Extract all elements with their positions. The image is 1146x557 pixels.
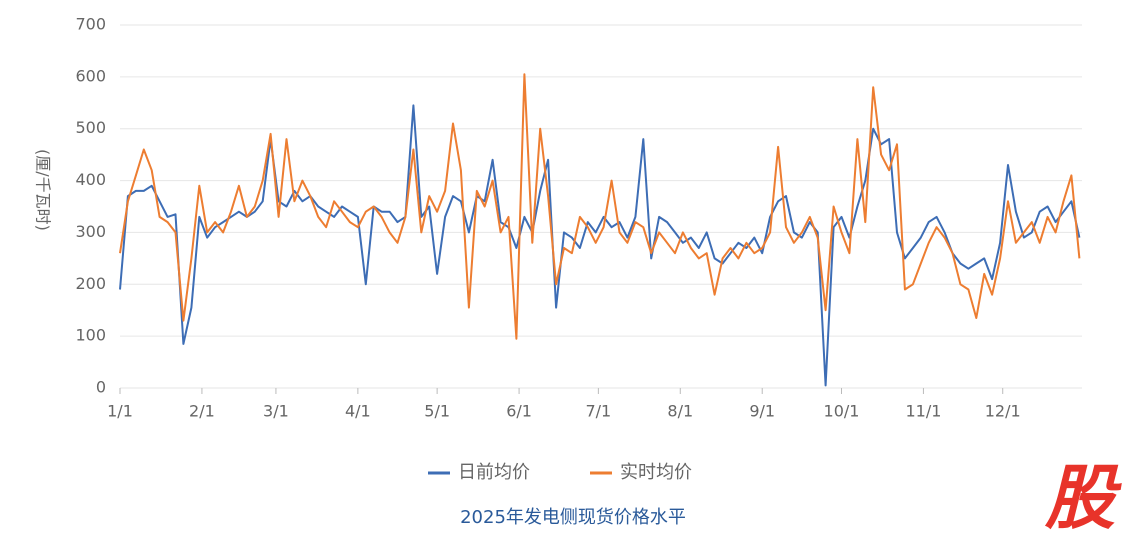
x-tick-label: 6/1 bbox=[506, 402, 532, 421]
x-tick-label: 7/1 bbox=[585, 402, 611, 421]
chart-title: 2025年发电侧现货价格水平 bbox=[460, 507, 686, 528]
x-tick-label: 10/1 bbox=[824, 402, 860, 421]
y-tick-label: 200 bbox=[75, 274, 106, 293]
series-line bbox=[119, 104, 1081, 387]
x-tick-label: 4/1 bbox=[345, 402, 371, 421]
watermark: 股 bbox=[1044, 457, 1122, 539]
y-tick-label: 500 bbox=[75, 118, 106, 137]
y-tick-label: 600 bbox=[75, 66, 106, 85]
y-tick-label: 300 bbox=[75, 222, 106, 241]
x-tick-label: 5/1 bbox=[424, 402, 450, 421]
y-tick-label: 100 bbox=[75, 326, 106, 345]
y-axis-label: (厘/千瓦时) bbox=[34, 149, 53, 231]
series-line bbox=[119, 73, 1081, 340]
x-tick-label: 2/1 bbox=[189, 402, 215, 421]
legend-label: 日前均价 bbox=[458, 462, 530, 483]
x-tick-label: 11/1 bbox=[905, 402, 941, 421]
x-tick-label: 9/1 bbox=[749, 402, 775, 421]
x-tick-label: 12/1 bbox=[985, 402, 1021, 421]
y-tick-label: 0 bbox=[96, 378, 106, 397]
x-tick-label: 3/1 bbox=[263, 402, 289, 421]
x-tick-label: 1/1 bbox=[107, 402, 133, 421]
legend-label: 实时均价 bbox=[620, 462, 692, 483]
watermark-bg bbox=[1034, 466, 1126, 536]
y-tick-label: 700 bbox=[75, 15, 106, 34]
y-tick-label: 400 bbox=[75, 170, 106, 189]
x-tick-label: 8/1 bbox=[667, 402, 693, 421]
